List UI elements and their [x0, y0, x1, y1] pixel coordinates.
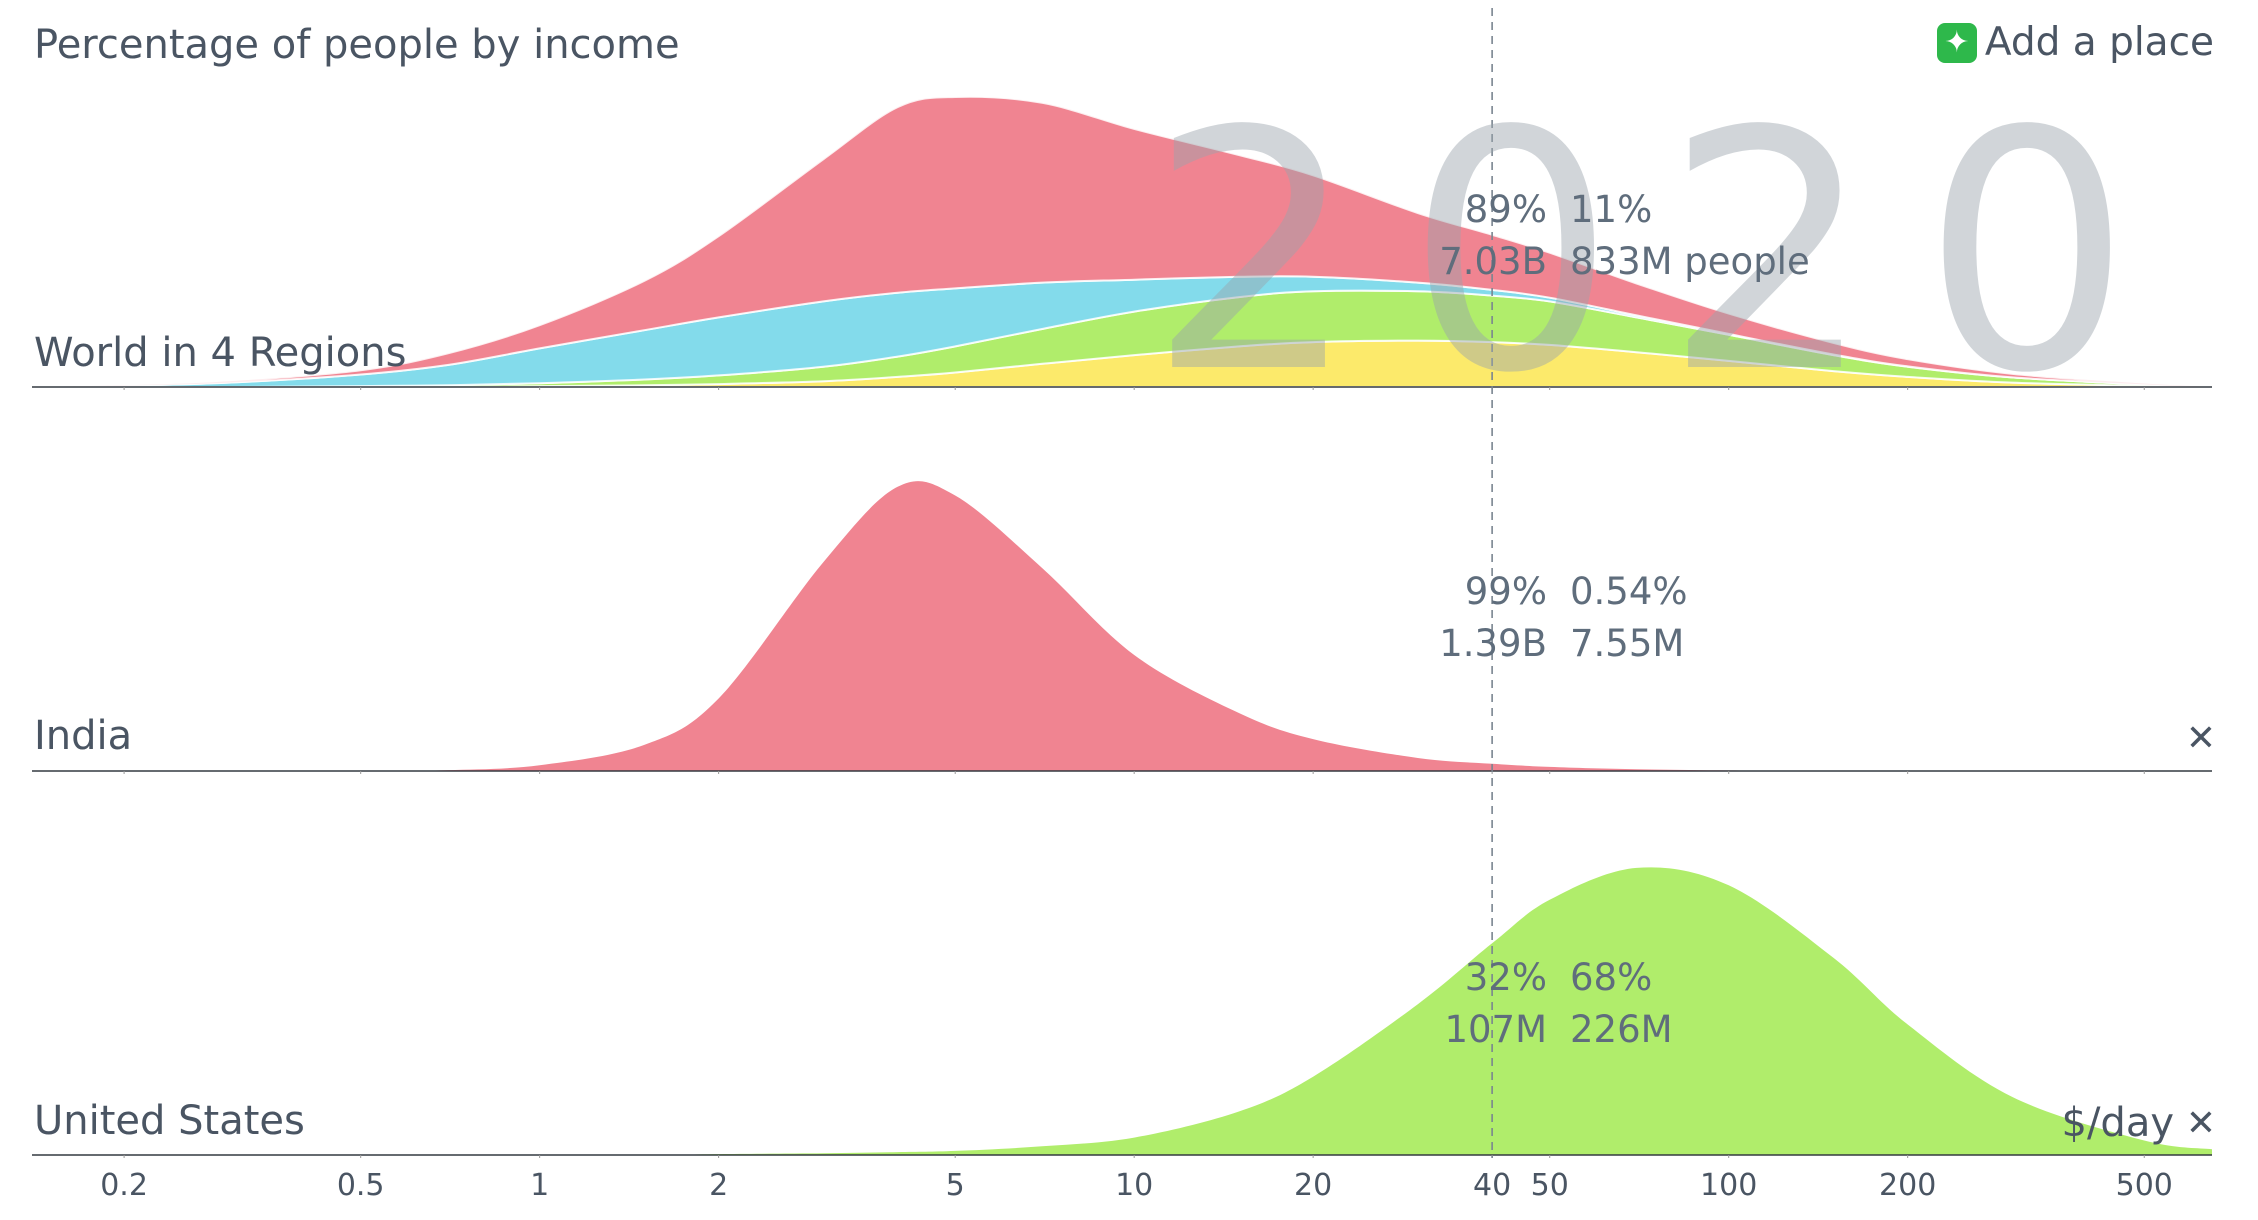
- panel-label-india: India: [34, 713, 133, 759]
- panel-label-united-states: United States: [34, 1098, 305, 1144]
- x-tick-label: 1: [530, 1168, 550, 1203]
- panel-label-world: World in 4 Regions: [34, 330, 407, 376]
- x-tick-label: 100: [1700, 1168, 1758, 1203]
- x-tick-label: 2: [709, 1168, 729, 1203]
- india-above-count: 7.55M: [1570, 622, 1685, 665]
- add-place-button[interactable]: ✦ Add a place: [1936, 20, 2214, 65]
- world-above-count: 833M people: [1570, 240, 1810, 283]
- us-above-pct: 68%: [1570, 956, 1653, 999]
- remove-india-close-icon[interactable]: ✕: [2185, 718, 2216, 759]
- x-tick-label: 500: [2115, 1168, 2173, 1203]
- chart-title: Percentage of people by income: [34, 22, 680, 68]
- us-above-count: 226M: [1570, 1008, 1673, 1051]
- india-below-pct: 99%: [1464, 570, 1547, 613]
- world-above-pct: 11%: [1570, 188, 1653, 231]
- us-below-pct: 32%: [1464, 956, 1547, 999]
- year-watermark: 2020: [1148, 61, 2180, 445]
- sparkle-icon: ✦: [1936, 22, 1977, 63]
- area-united-states-series-0: [32, 867, 2212, 1156]
- india-below-count: 1.39B: [1439, 622, 1547, 665]
- x-tick-label: 0.5: [336, 1168, 385, 1203]
- us-below-count: 107M: [1444, 1008, 1547, 1051]
- remove-united-states-close-icon[interactable]: ✕: [2185, 1103, 2216, 1144]
- x-unit-label: $/day: [2061, 1100, 2175, 1146]
- x-tick-label: 200: [1879, 1168, 1937, 1203]
- x-tick-label: 20: [1294, 1168, 1333, 1203]
- area-india-series-0: [32, 481, 2212, 772]
- india-above-pct: 0.54%: [1570, 570, 1688, 613]
- x-tick-label: 10: [1115, 1168, 1154, 1203]
- world-below-pct: 89%: [1464, 188, 1547, 231]
- x-tick-label: 0.2: [100, 1168, 148, 1203]
- world-below-count: 7.03B: [1439, 240, 1547, 283]
- x-tick-label: 5: [945, 1168, 965, 1203]
- x-tick-label: 40: [1473, 1168, 1512, 1203]
- x-tick-label: 50: [1530, 1168, 1569, 1203]
- add-place-label: Add a place: [1984, 20, 2214, 65]
